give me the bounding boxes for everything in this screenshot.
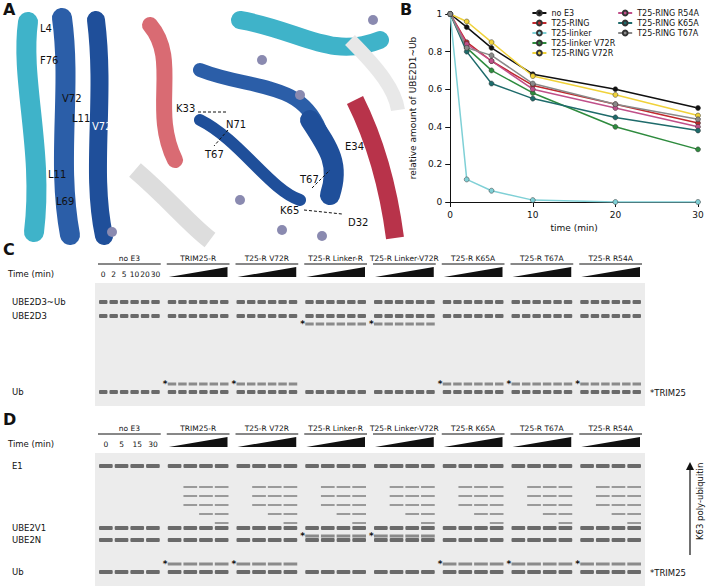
svg-text:T25-R K65A: T25-R K65A xyxy=(450,254,496,263)
svg-text:T25-R R54A: T25-R R54A xyxy=(587,254,633,263)
svg-text:T25-R K65A: T25-R K65A xyxy=(450,424,496,433)
svg-text:*: * xyxy=(369,319,374,329)
svg-text:K63 poly-ubiquitin: K63 poly-ubiquitin xyxy=(695,463,705,540)
svg-text:T25-R V72R: T25-R V72R xyxy=(244,254,289,263)
svg-text:T25-RING: T25-RING xyxy=(550,19,589,28)
svg-text:0: 0 xyxy=(103,440,108,449)
svg-text:B: B xyxy=(400,0,412,19)
svg-text:time (min): time (min) xyxy=(551,223,598,233)
svg-text:D: D xyxy=(3,410,16,429)
svg-text:T25-RING V72R: T25-RING V72R xyxy=(550,49,613,58)
svg-text:UBE2N: UBE2N xyxy=(12,535,41,545)
svg-text:Time (min): Time (min) xyxy=(7,269,54,279)
svg-text:E34: E34 xyxy=(345,141,364,152)
svg-text:L11: L11 xyxy=(72,113,90,124)
svg-text:V72: V72 xyxy=(62,93,82,104)
svg-text:*: * xyxy=(232,379,237,389)
svg-text:T25-RING R54A: T25-RING R54A xyxy=(636,9,699,18)
svg-text:N71: N71 xyxy=(226,119,246,130)
svg-text:0: 0 xyxy=(436,197,442,207)
svg-text:T25-linker V72R: T25-linker V72R xyxy=(550,39,615,48)
svg-text:30: 30 xyxy=(148,440,158,449)
svg-text:0.8: 0.8 xyxy=(428,47,443,57)
svg-text:C: C xyxy=(3,240,15,259)
svg-text:E1: E1 xyxy=(12,461,23,471)
svg-text:*: * xyxy=(507,559,512,569)
svg-text:*: * xyxy=(163,559,168,569)
svg-text:Ub: Ub xyxy=(12,387,24,397)
svg-text:T25-linker: T25-linker xyxy=(550,29,592,38)
svg-text:K33: K33 xyxy=(176,103,195,114)
svg-text:V72: V72 xyxy=(92,121,112,132)
svg-text:F76: F76 xyxy=(40,55,58,66)
svg-text:0: 0 xyxy=(101,270,106,279)
svg-text:T25-R Linker-V72R: T25-R Linker-V72R xyxy=(369,254,439,263)
svg-text:*: * xyxy=(163,379,168,389)
svg-text:0.6: 0.6 xyxy=(428,84,443,94)
svg-text:no E3: no E3 xyxy=(551,9,574,18)
svg-text:L11: L11 xyxy=(48,169,66,180)
svg-text:T67: T67 xyxy=(299,174,319,185)
svg-text:UBE2V1: UBE2V1 xyxy=(12,523,46,533)
svg-text:Time (min): Time (min) xyxy=(7,439,54,449)
svg-text:UBE2D3: UBE2D3 xyxy=(12,311,47,321)
svg-text:D32: D32 xyxy=(348,217,368,228)
svg-text:*TRIM25: *TRIM25 xyxy=(650,568,686,578)
svg-text:T25-RING K65A: T25-RING K65A xyxy=(636,19,699,28)
svg-text:15: 15 xyxy=(132,440,142,449)
svg-text:*: * xyxy=(438,379,443,389)
svg-text:no E3: no E3 xyxy=(119,254,140,263)
svg-text:0.2: 0.2 xyxy=(428,159,442,169)
svg-text:L4: L4 xyxy=(40,23,52,34)
svg-text:*: * xyxy=(300,531,305,541)
svg-text:10: 10 xyxy=(130,270,140,279)
svg-text:*: * xyxy=(232,559,237,569)
svg-text:*: * xyxy=(507,379,512,389)
svg-text:L69: L69 xyxy=(56,196,74,207)
svg-text:2: 2 xyxy=(111,270,116,279)
svg-text:UBE2D3~Ub: UBE2D3~Ub xyxy=(12,297,66,307)
svg-text:30: 30 xyxy=(151,270,161,279)
svg-text:10: 10 xyxy=(527,210,539,220)
svg-text:T25-R T67A: T25-R T67A xyxy=(519,424,565,433)
svg-text:0.4: 0.4 xyxy=(428,122,443,132)
svg-text:T25-R Linker-R: T25-R Linker-R xyxy=(307,254,363,263)
svg-text:1: 1 xyxy=(436,9,442,19)
svg-text:K65: K65 xyxy=(280,205,299,216)
svg-text:*: * xyxy=(575,559,580,569)
svg-text:T25-R V72R: T25-R V72R xyxy=(244,424,289,433)
svg-text:5: 5 xyxy=(119,440,124,449)
svg-text:*TRIM25: *TRIM25 xyxy=(650,388,686,398)
svg-text:T25-R R54A: T25-R R54A xyxy=(587,424,633,433)
svg-text:*: * xyxy=(300,319,305,329)
svg-text:*: * xyxy=(369,531,374,541)
svg-text:20: 20 xyxy=(140,270,150,279)
svg-text:Ub: Ub xyxy=(12,567,24,577)
svg-text:T25-R Linker-R: T25-R Linker-R xyxy=(307,424,363,433)
svg-text:5: 5 xyxy=(122,270,127,279)
svg-text:TRIM25-R: TRIM25-R xyxy=(179,424,216,433)
svg-text:20: 20 xyxy=(610,210,622,220)
svg-text:30: 30 xyxy=(692,210,704,220)
svg-text:T25-R Linker-V72R: T25-R Linker-V72R xyxy=(369,424,439,433)
svg-text:A: A xyxy=(3,0,16,19)
svg-text:T25-RING T67A: T25-RING T67A xyxy=(636,29,699,38)
svg-text:0: 0 xyxy=(447,210,453,220)
svg-text:*: * xyxy=(438,559,443,569)
svg-text:*: * xyxy=(575,379,580,389)
svg-text:no E3: no E3 xyxy=(119,424,140,433)
svg-text:T67: T67 xyxy=(204,149,224,160)
svg-text:T25-R T67A: T25-R T67A xyxy=(519,254,565,263)
svg-text:TRIM25-R: TRIM25-R xyxy=(179,254,216,263)
svg-text:relative amount of UBE2D1~Ub: relative amount of UBE2D1~Ub xyxy=(408,36,418,179)
